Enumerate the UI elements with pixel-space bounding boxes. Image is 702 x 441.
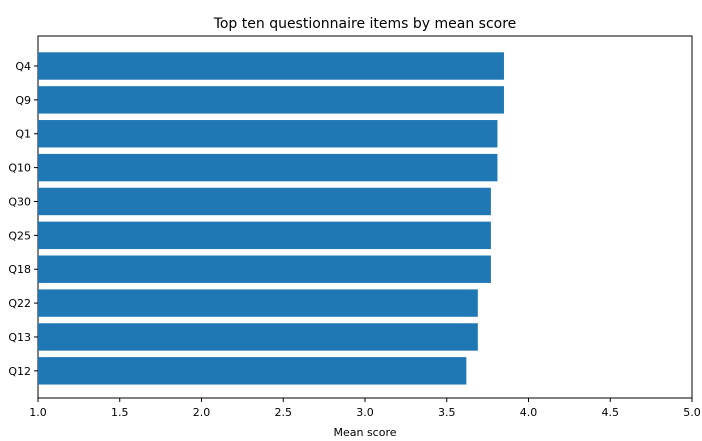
bar-q30 [38,187,491,216]
x-tick-label: 2.0 [193,406,211,419]
x-tick-label: 1.0 [29,406,47,419]
bar-q25 [38,221,491,250]
bar-q13 [38,323,478,351]
x-tick-label: 3.5 [438,406,456,419]
bar-q9 [38,86,504,114]
bar-q4 [38,52,504,80]
x-tick-label: 4.5 [602,406,620,419]
x-tick-label: 5.0 [683,406,701,419]
y-axis: Q4 Q9 Q1 Q10 Q30 Q25 Q18 Q22 Q13 Q12 [8,60,38,378]
y-tick-label: Q30 [8,195,31,208]
bar-q12 [38,357,467,385]
bar-q22 [38,289,478,317]
chart-title: Top ten questionnaire items by mean scor… [213,16,517,32]
bar-q18 [38,255,491,283]
x-axis-title: Mean score [333,426,396,437]
x-tick-label: 1.5 [111,406,129,419]
x-tick-label: 2.5 [275,406,293,419]
y-tick-label: Q25 [8,229,31,242]
x-tick-label: 4.0 [520,406,538,419]
y-tick-label: Q10 [8,162,31,175]
bar-q10 [38,153,498,182]
y-tick-label: Q18 [8,263,31,276]
bar-q1 [38,120,498,148]
y-tick-label: Q22 [8,297,31,310]
y-tick-label: Q13 [8,331,31,344]
bars-group [38,52,504,385]
y-tick-label: Q9 [15,94,31,107]
y-tick-label: Q4 [15,60,31,73]
y-tick-label: Q1 [15,128,31,141]
x-tick-label: 3.0 [356,406,374,419]
y-tick-label: Q12 [8,365,31,378]
x-axis: 1.0 1.5 2.0 2.5 3.0 3.5 4.0 4.5 5.0 [29,398,701,419]
